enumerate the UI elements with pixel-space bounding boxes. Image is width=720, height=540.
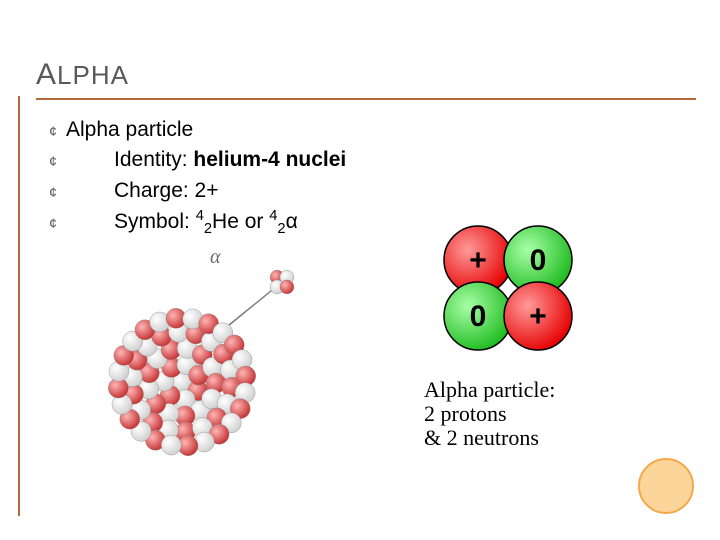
title-rest: LPHA [57, 60, 129, 90]
symbol-sub2: 2 [277, 221, 285, 237]
bullet-charge-text: Charge: 2+ [66, 177, 219, 205]
bullet-main: ¢ Alpha particle [44, 116, 346, 144]
corner-circle-icon [638, 458, 694, 514]
symbol-alpha: α [286, 210, 298, 233]
identity-value: helium-4 nuclei [193, 148, 346, 171]
identity-label: Identity: [114, 148, 193, 171]
symbol-label: Symbol: [114, 210, 196, 233]
bullet-marker: ¢ [44, 214, 62, 233]
bullet-identity: ¢ Identity: helium-4 nuclei [44, 146, 346, 174]
bullet-symbol-text: Symbol: 42He or 42α [66, 207, 298, 240]
bullet-list: ¢ Alpha particle ¢ Identity: helium-4 nu… [44, 116, 346, 242]
bullet-charge: ¢ Charge: 2+ [44, 177, 346, 205]
left-vertical-rule [18, 96, 20, 516]
bullet-marker: ¢ [44, 122, 62, 141]
symbol-sup1: 4 [196, 208, 204, 224]
nucleus-emission-diagram [82, 252, 342, 472]
alpha-balls: +0 0 + [444, 226, 572, 350]
title-first-letter: A [36, 58, 57, 91]
bullet-marker: ¢ [44, 152, 62, 171]
bullet-marker: ¢ [44, 183, 62, 202]
bullet-symbol: ¢ Symbol: 42He or 42α [44, 207, 346, 240]
symbol-he: He or [212, 210, 269, 233]
caption-line1: Alpha particle: [424, 378, 555, 402]
svg-text:0: 0 [530, 244, 547, 277]
alpha-caption: Alpha particle: 2 protons & 2 neutrons [424, 378, 555, 451]
bullet-identity-text: Identity: helium-4 nuclei [66, 146, 346, 174]
caption-line3: & 2 neutrons [424, 426, 555, 450]
bullet-main-text: Alpha particle [66, 116, 193, 144]
slide-title: ALPHA [36, 58, 696, 100]
caption-line2: 2 protons [424, 402, 555, 426]
alpha-particle-diagram: +0 0 + [420, 208, 600, 378]
svg-text:+: + [469, 244, 487, 277]
svg-text:+: + [529, 300, 547, 333]
emitted-alpha-cluster [270, 270, 294, 294]
svg-text:0: 0 [470, 300, 487, 333]
nucleus-cluster [108, 308, 255, 455]
symbol-sub1: 2 [204, 221, 212, 237]
